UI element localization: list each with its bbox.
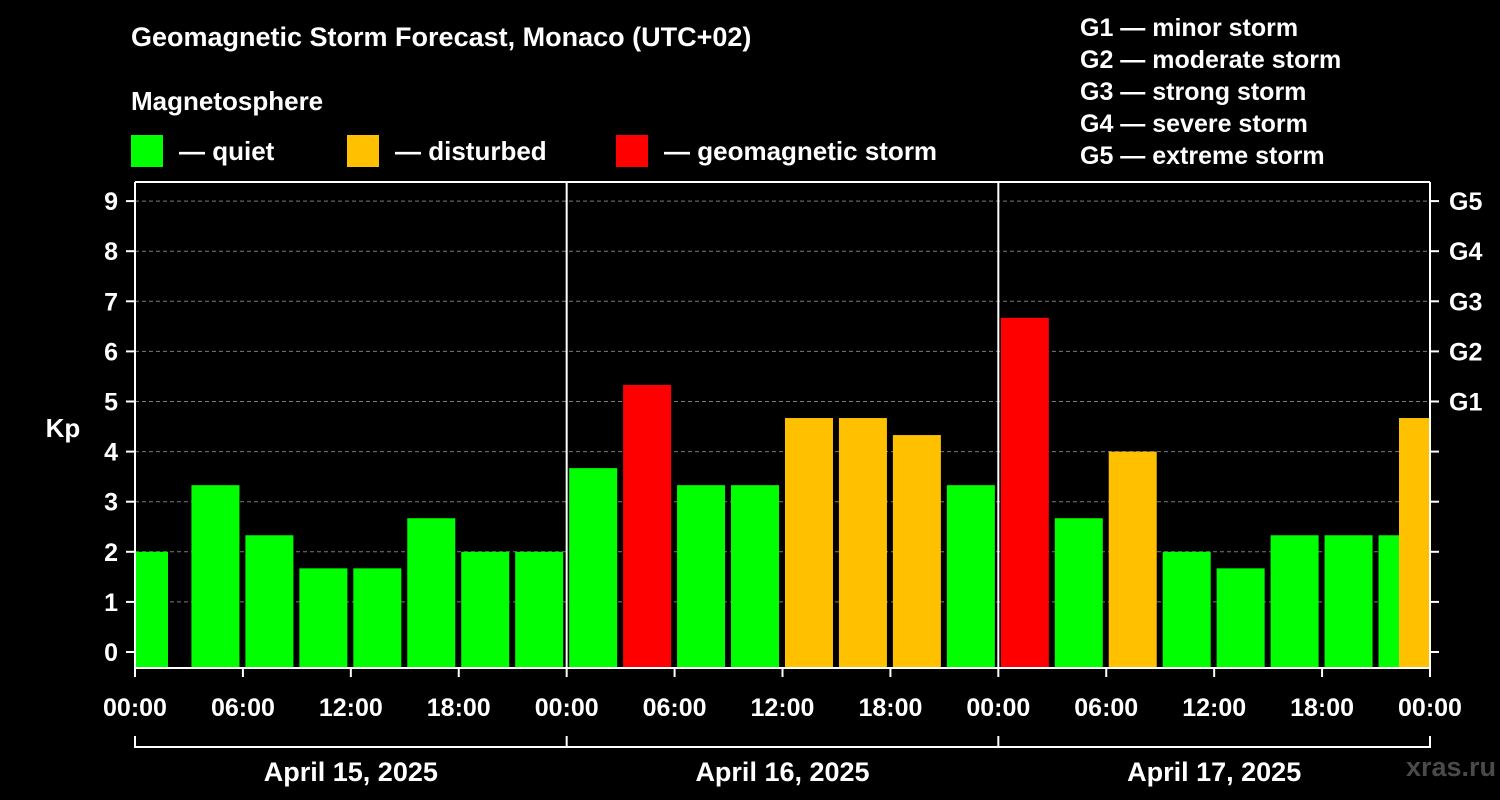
x-tick-label: 18:00 (1290, 694, 1354, 722)
y-tick-label: 4 (104, 439, 118, 467)
g-level-label: G5 (1449, 188, 1482, 216)
x-tick-label: 00:00 (535, 694, 599, 722)
x-tick-label: 00:00 (1398, 694, 1462, 722)
date-label: April 16, 2025 (695, 757, 869, 787)
g-scale-g5: G5 — extreme storm (1080, 142, 1325, 170)
x-tick-label: 06:00 (211, 694, 275, 722)
date-label: April 15, 2025 (264, 757, 438, 787)
y-tick-label: 5 (104, 389, 118, 417)
g-scale-g1: G1 — minor storm (1080, 14, 1299, 42)
kp-bar (623, 384, 672, 668)
kp-bar (299, 568, 348, 668)
y-tick-label: 1 (104, 589, 118, 617)
x-tick-label: 12:00 (751, 694, 815, 722)
g-level-label: G4 (1449, 238, 1482, 266)
g-level-label: G3 (1449, 288, 1482, 316)
y-axis-label: Kp (46, 413, 81, 443)
y-tick-label: 3 (104, 489, 118, 517)
kp-bar (1108, 451, 1157, 668)
kp-bar (1399, 418, 1429, 668)
g-scale-list: G1 — minor storm G2 — moderate storm G3 … (1080, 12, 1341, 172)
date-label: April 17, 2025 (1127, 757, 1301, 787)
legend-swatch-storm (616, 135, 648, 167)
kp-bar (1270, 535, 1319, 668)
chart-title: Geomagnetic Storm Forecast, Monaco (UTC+… (131, 22, 752, 52)
kp-bar (461, 551, 510, 668)
legend-swatch-quiet (131, 135, 163, 167)
legend-item-storm: — geomagnetic storm (616, 135, 937, 167)
kp-bar (353, 568, 402, 668)
g-level-label: G1 (1449, 389, 1482, 417)
kp-bar (136, 551, 168, 668)
kp-bar (407, 518, 456, 668)
kp-bar (1000, 317, 1049, 668)
x-tick-label: 06:00 (643, 694, 707, 722)
legend-item-disturbed: — disturbed (347, 135, 547, 167)
x-tick-label: 00:00 (966, 694, 1030, 722)
legend-item-quiet: — quiet (131, 135, 274, 167)
kp-bar (677, 485, 726, 668)
g-scale-g2: G2 — moderate storm (1080, 46, 1342, 74)
kp-bar (1162, 551, 1211, 668)
kp-bar (245, 535, 294, 668)
x-tick-label: 18:00 (858, 694, 922, 722)
kp-bar (191, 485, 240, 668)
kp-bar (1054, 518, 1103, 668)
kp-bar (515, 551, 564, 668)
kp-bar (1324, 535, 1373, 668)
kp-bar (731, 485, 780, 668)
g-scale-g4: G4 — severe storm (1080, 110, 1308, 138)
legend-swatch-disturbed (347, 135, 379, 167)
x-tick-label: 12:00 (319, 694, 383, 722)
y-tick-label: 9 (104, 188, 118, 216)
x-tick-label: 12:00 (1182, 694, 1246, 722)
y-tick-label: 7 (104, 288, 118, 316)
x-tick-label: 18:00 (427, 694, 491, 722)
kp-bar (838, 418, 887, 668)
kp-bar (784, 418, 833, 668)
kp-bar (946, 485, 995, 668)
legend-label-quiet: — quiet (179, 135, 275, 166)
legend-title: Magnetosphere (131, 86, 324, 116)
kp-bar (1216, 568, 1265, 668)
g-level-label: G2 (1449, 338, 1482, 366)
x-tick-label: 00:00 (103, 694, 167, 722)
kp-bar (569, 468, 618, 668)
kp-bar (892, 435, 941, 668)
x-tick-label: 06:00 (1074, 694, 1138, 722)
y-tick-label: 6 (104, 338, 118, 366)
y-tick-label: 2 (104, 539, 118, 567)
legend-label-disturbed: — disturbed (395, 135, 547, 166)
legend-label-storm: — geomagnetic storm (664, 135, 938, 166)
watermark: xras.ru (1405, 752, 1496, 782)
y-tick-label: 8 (104, 238, 118, 266)
y-tick-label: 0 (104, 639, 118, 667)
g-scale-g3: G3 — strong storm (1080, 78, 1307, 106)
